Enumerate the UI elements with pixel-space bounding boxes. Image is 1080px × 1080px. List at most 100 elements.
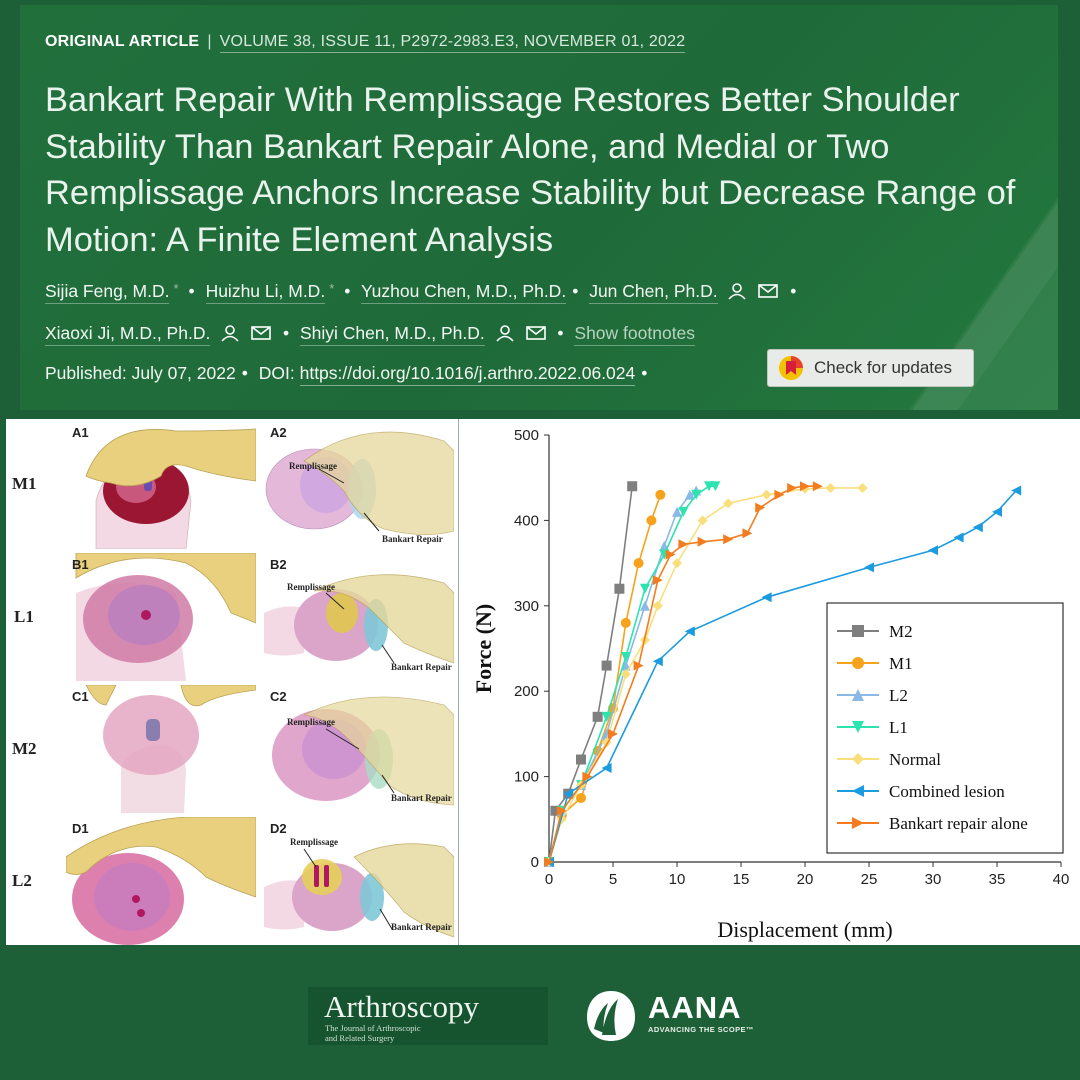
data-point	[857, 482, 868, 493]
data-point	[620, 652, 631, 663]
y-tick-label: 500	[514, 427, 539, 444]
data-point	[640, 600, 650, 611]
issue-link[interactable]: VOLUME 38, ISSUE 11, P2972-2983.E3, NOVE…	[219, 33, 686, 53]
data-point	[652, 600, 663, 611]
data-point	[550, 805, 561, 816]
row-label: M2	[12, 739, 37, 758]
data-point	[652, 656, 663, 667]
email-icon[interactable]	[757, 282, 779, 300]
journal-subtitle-line: The Journal of Arthroscopic	[325, 1023, 421, 1033]
cell-label: B2	[270, 557, 287, 572]
data-point	[684, 489, 695, 500]
legend-label: M2	[889, 622, 913, 641]
data-point	[614, 583, 625, 594]
arthroscopy-logo[interactable]: Arthroscopy The Journal of Arthroscopic …	[308, 987, 548, 1045]
data-point	[601, 711, 612, 722]
author-link[interactable]: Yuzhou Chen, M.D., Ph.D.	[360, 281, 567, 304]
y-tick-label: 200	[514, 683, 539, 700]
annotation-remplissage: Remplissage	[290, 837, 338, 847]
legend-marker	[852, 753, 864, 765]
person-icon[interactable]	[726, 282, 748, 300]
data-point	[972, 522, 983, 533]
author-link[interactable]: Shiyi Chen, M.D., Ph.D.	[299, 323, 485, 346]
data-point	[678, 506, 689, 517]
footer-logos: Arthroscopy The Journal of Arthroscopic …	[308, 987, 778, 1047]
legend-label: Combined lesion	[889, 782, 1005, 801]
data-point	[582, 771, 593, 782]
data-point	[761, 592, 772, 603]
email-icon[interactable]	[525, 324, 547, 342]
cell-label: C1	[72, 689, 89, 704]
cell-label: D2	[270, 821, 287, 836]
x-axis-label: Displacement (mm)	[717, 917, 892, 942]
data-point	[633, 660, 644, 671]
author-row: Sijia Feng, M.D. * • Huizhu Li, M.D. * • Yuz…	[45, 281, 802, 304]
journal-subtitle-line: and Related Surgery	[325, 1033, 395, 1043]
cell-label: A1	[72, 425, 89, 440]
data-point	[556, 805, 567, 816]
data-point	[640, 583, 650, 594]
data-point	[672, 506, 682, 517]
data-point	[755, 502, 766, 513]
legend-marker	[852, 625, 864, 637]
data-point	[601, 660, 612, 671]
aana-logo-icon[interactable]	[582, 989, 640, 1043]
data-point	[787, 482, 798, 493]
data-point	[710, 481, 721, 492]
data-point	[608, 728, 618, 739]
data-point	[684, 626, 695, 637]
figure-panel: M1 L1 M2 L2 A1 A2 Remplissage Bankart Re…	[6, 419, 1080, 945]
person-icon[interactable]	[494, 324, 516, 342]
annotation-bankart: Bankart Repair	[382, 534, 443, 544]
x-tick-label: 20	[797, 871, 814, 888]
y-tick-label: 300	[514, 598, 539, 615]
series-line	[548, 485, 716, 863]
model-image-a1	[66, 421, 256, 549]
author-link[interactable]: Huizhu Li, M.D.	[205, 281, 326, 304]
person-icon[interactable]	[219, 324, 241, 342]
y-axis-label: Force (N)	[471, 604, 496, 693]
data-point	[691, 489, 702, 500]
author-link[interactable]: Sijia Feng, M.D.	[45, 281, 170, 304]
x-tick-label: 0	[545, 871, 553, 888]
series-line	[548, 487, 863, 863]
check-for-updates-button[interactable]: Check for updates	[767, 349, 974, 387]
publication-info: Published: July 07, 2022 • DOI: https://d…	[45, 363, 653, 386]
data-point	[576, 792, 586, 803]
legend-marker	[852, 721, 864, 733]
legend-marker	[852, 689, 864, 701]
email-icon[interactable]	[250, 324, 272, 342]
footnote-star[interactable]: *	[329, 281, 335, 296]
cell-label: B1	[72, 557, 89, 572]
show-footnotes-link[interactable]: Show footnotes	[574, 323, 696, 346]
data-point	[723, 498, 734, 509]
model-image-c2	[264, 685, 454, 813]
data-point	[678, 539, 689, 550]
data-point	[655, 489, 666, 500]
data-point	[992, 506, 1002, 517]
annotation-remplissage: Remplissage	[289, 461, 337, 471]
data-point	[953, 532, 964, 543]
data-point	[665, 549, 676, 560]
data-point	[646, 515, 657, 526]
x-tick-label: 5	[609, 871, 617, 888]
author-link[interactable]: Xiaoxi Ji, M.D., Ph.D.	[45, 323, 211, 346]
article-meta: ORIGINAL ARTICLE | VOLUME 38, ISSUE 11, P2…	[45, 33, 686, 53]
crossmark-icon	[779, 356, 803, 380]
doi-link[interactable]: https://doi.org/10.1016/j.arthro.2022.06…	[299, 363, 636, 386]
data-point	[704, 481, 714, 492]
legend-marker	[852, 817, 864, 829]
x-tick-label: 30	[925, 871, 942, 888]
model-image-c1	[66, 685, 256, 813]
author-link[interactable]: Jun Chen, Ph.D.	[589, 281, 718, 304]
data-point	[544, 857, 554, 867]
article-header: ORIGINAL ARTICLE | VOLUME 38, ISSUE 11, P2…	[20, 5, 1058, 410]
data-point	[563, 788, 574, 799]
published-date: July 07, 2022	[131, 363, 236, 383]
legend-label: M1	[889, 654, 913, 673]
data-point	[672, 558, 682, 569]
model-image-d2	[264, 817, 454, 945]
divider	[458, 419, 459, 945]
data-point	[800, 481, 810, 492]
footnote-star[interactable]: *	[173, 281, 179, 296]
